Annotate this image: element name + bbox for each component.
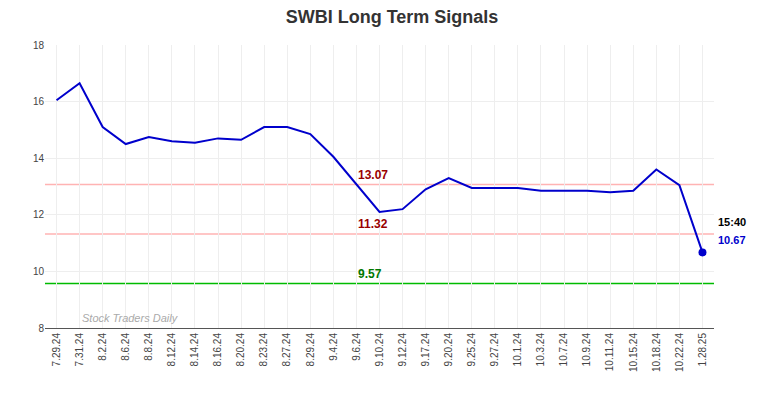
svg-text:14: 14 bbox=[33, 153, 45, 164]
svg-text:10.15.24: 10.15.24 bbox=[628, 333, 639, 372]
svg-text:7.29.24: 7.29.24 bbox=[51, 333, 62, 367]
svg-text:8.6.24: 8.6.24 bbox=[120, 333, 131, 361]
svg-text:13.07: 13.07 bbox=[358, 168, 388, 182]
svg-text:8.14.24: 8.14.24 bbox=[189, 333, 200, 367]
svg-text:7.31.24: 7.31.24 bbox=[74, 333, 85, 367]
svg-text:8.23.24: 8.23.24 bbox=[258, 333, 269, 367]
svg-text:9.25.24: 9.25.24 bbox=[466, 333, 477, 367]
svg-text:12: 12 bbox=[33, 209, 45, 220]
svg-text:9.12.24: 9.12.24 bbox=[397, 333, 408, 367]
svg-text:18: 18 bbox=[33, 40, 45, 51]
svg-text:8.8.24: 8.8.24 bbox=[143, 333, 154, 361]
svg-text:Stock Traders Daily: Stock Traders Daily bbox=[82, 312, 179, 324]
svg-text:8.12.24: 8.12.24 bbox=[166, 333, 177, 367]
svg-text:15:40: 15:40 bbox=[718, 216, 746, 228]
svg-text:10.7.24: 10.7.24 bbox=[558, 333, 569, 367]
svg-text:SWBI Long Term Signals: SWBI Long Term Signals bbox=[286, 7, 499, 27]
svg-text:10.11.24: 10.11.24 bbox=[604, 333, 615, 372]
svg-text:8.2.24: 8.2.24 bbox=[97, 333, 108, 361]
svg-text:9.57: 9.57 bbox=[358, 267, 382, 281]
svg-text:8: 8 bbox=[38, 323, 44, 334]
svg-text:8.20.24: 8.20.24 bbox=[235, 333, 246, 367]
svg-text:10.22.24: 10.22.24 bbox=[674, 333, 685, 372]
svg-text:10.9.24: 10.9.24 bbox=[581, 333, 592, 367]
svg-text:8.27.24: 8.27.24 bbox=[281, 333, 292, 367]
svg-text:1.28.25: 1.28.25 bbox=[697, 333, 708, 367]
svg-text:11.32: 11.32 bbox=[358, 217, 388, 231]
svg-text:10.1.24: 10.1.24 bbox=[512, 333, 523, 367]
svg-text:16: 16 bbox=[33, 96, 45, 107]
svg-text:9.6.24: 9.6.24 bbox=[351, 333, 362, 361]
svg-text:10.3.24: 10.3.24 bbox=[535, 333, 546, 367]
svg-text:9.4.24: 9.4.24 bbox=[328, 333, 339, 361]
svg-text:10.18.24: 10.18.24 bbox=[651, 333, 662, 372]
svg-text:9.17.24: 9.17.24 bbox=[420, 333, 431, 367]
svg-text:8.29.24: 8.29.24 bbox=[305, 333, 316, 367]
svg-text:9.20.24: 9.20.24 bbox=[443, 333, 454, 367]
svg-text:9.27.24: 9.27.24 bbox=[489, 333, 500, 367]
svg-text:10: 10 bbox=[33, 266, 45, 277]
svg-text:9.10.24: 9.10.24 bbox=[374, 333, 385, 367]
svg-text:10.67: 10.67 bbox=[718, 234, 746, 246]
svg-text:8.16.24: 8.16.24 bbox=[212, 333, 223, 367]
